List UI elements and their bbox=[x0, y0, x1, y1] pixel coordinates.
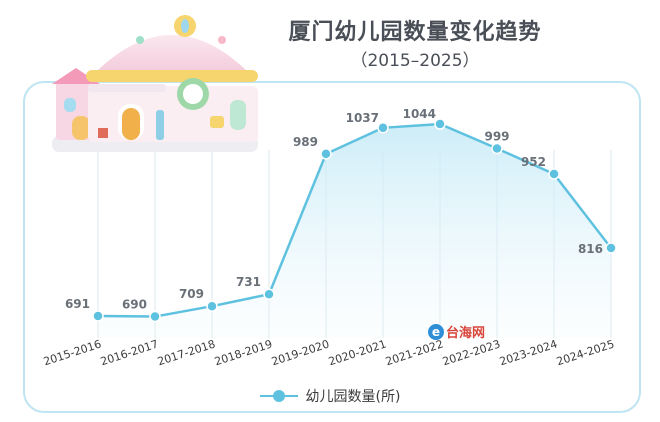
watermark-logo-icon: e bbox=[428, 323, 444, 340]
legend-marker-icon bbox=[259, 390, 298, 402]
data-label: 731 bbox=[236, 275, 261, 289]
data-label: 1037 bbox=[346, 111, 379, 125]
data-point bbox=[92, 310, 104, 322]
data-label: 691 bbox=[65, 297, 90, 311]
data-label: 816 bbox=[578, 242, 603, 256]
data-point bbox=[605, 242, 617, 254]
data-point bbox=[377, 122, 389, 134]
data-label: 999 bbox=[484, 129, 509, 143]
kindergarten-illustration bbox=[52, 15, 258, 152]
data-label: 989 bbox=[293, 135, 318, 149]
watermark-brand: 台海网 bbox=[446, 326, 486, 341]
series-line bbox=[97, 122, 612, 318]
data-point bbox=[206, 300, 218, 312]
data-labels: 691 690 709 731 989 1037 1044 999 952 816 bbox=[65, 107, 603, 312]
site-watermark: e 台海网 bbox=[428, 322, 485, 341]
data-point bbox=[548, 168, 560, 180]
data-label: 709 bbox=[179, 287, 204, 301]
legend-series-label: 幼儿园数量(所) bbox=[305, 389, 401, 405]
area-fill bbox=[98, 124, 611, 338]
chart-legend: 幼儿园数量(所) bbox=[0, 386, 660, 406]
data-point bbox=[263, 288, 275, 300]
data-point bbox=[149, 310, 161, 323]
data-points bbox=[92, 118, 617, 323]
data-label: 952 bbox=[521, 155, 546, 169]
data-label: 690 bbox=[122, 298, 147, 312]
data-point bbox=[320, 148, 332, 160]
data-point bbox=[491, 142, 503, 155]
chart-subtitle: （2015–2025） bbox=[350, 51, 480, 71]
chart-title: 厦门幼儿园数量变化趋势 bbox=[288, 20, 542, 45]
data-point bbox=[434, 118, 446, 130]
data-label: 1044 bbox=[403, 107, 436, 121]
